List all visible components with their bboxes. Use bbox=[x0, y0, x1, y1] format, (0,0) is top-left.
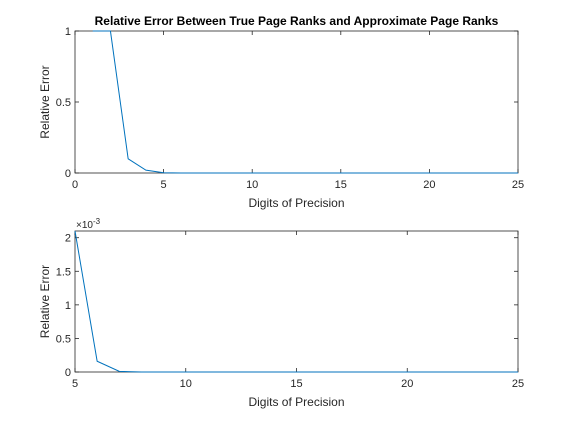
x-tick-label: 15 bbox=[335, 179, 347, 191]
bottom-plot: 5 10 15 20 25 0 0.5 1 1.5 2 ×10-3 Digits of Preci… bbox=[38, 217, 524, 409]
x-tick-label: 10 bbox=[180, 378, 192, 390]
x-tick-label: 25 bbox=[512, 179, 524, 191]
y-tick-label: 1 bbox=[65, 300, 71, 312]
y-tick-label: 1.5 bbox=[56, 266, 71, 278]
x-tick-label: 15 bbox=[290, 378, 302, 390]
y-tick-label: 2 bbox=[65, 233, 71, 245]
y-tick-label: 0.5 bbox=[56, 97, 71, 109]
top-plot-y-axis-label: Relative Error bbox=[38, 65, 52, 138]
x-tick-label: 5 bbox=[72, 378, 78, 390]
bottom-plot-y-exponent-label: ×10-3 bbox=[76, 217, 101, 231]
x-tick-label: 0 bbox=[72, 179, 78, 191]
y-tick-label: 1 bbox=[65, 26, 71, 38]
x-tick-label: 10 bbox=[246, 179, 258, 191]
exponent-base: ×10 bbox=[76, 220, 93, 231]
top-plot-series-line bbox=[92, 30, 518, 174]
exponent-power: -3 bbox=[93, 217, 101, 226]
y-tick-label: 0 bbox=[65, 367, 71, 379]
bottom-plot-series-line bbox=[74, 230, 518, 373]
bottom-plot-axes-box bbox=[74, 230, 519, 373]
top-plot-ticks: 0 5 10 15 20 25 0 0.5 1 bbox=[56, 26, 524, 191]
y-tick-label: 0 bbox=[65, 168, 71, 180]
chart-title: Relative Error Between True Page Ranks a… bbox=[95, 14, 499, 28]
top-plot: 0 5 10 15 20 25 0 0.5 1 Relative Error Between T… bbox=[38, 14, 524, 210]
bottom-plot-ticks: 5 10 15 20 25 0 0.5 1 1.5 2 bbox=[56, 231, 524, 390]
x-tick-label: 20 bbox=[401, 378, 413, 390]
bottom-plot-x-axis-label: Digits of Precision bbox=[248, 395, 344, 409]
x-tick-label: 20 bbox=[423, 179, 435, 191]
y-tick-label: 0.5 bbox=[56, 333, 71, 345]
x-tick-label: 5 bbox=[161, 179, 167, 191]
top-plot-axes-box bbox=[74, 30, 519, 174]
bottom-plot-y-axis-label: Relative Error bbox=[38, 265, 52, 338]
x-tick-label: 25 bbox=[512, 378, 524, 390]
top-plot-x-axis-label: Digits of Precision bbox=[248, 196, 344, 210]
